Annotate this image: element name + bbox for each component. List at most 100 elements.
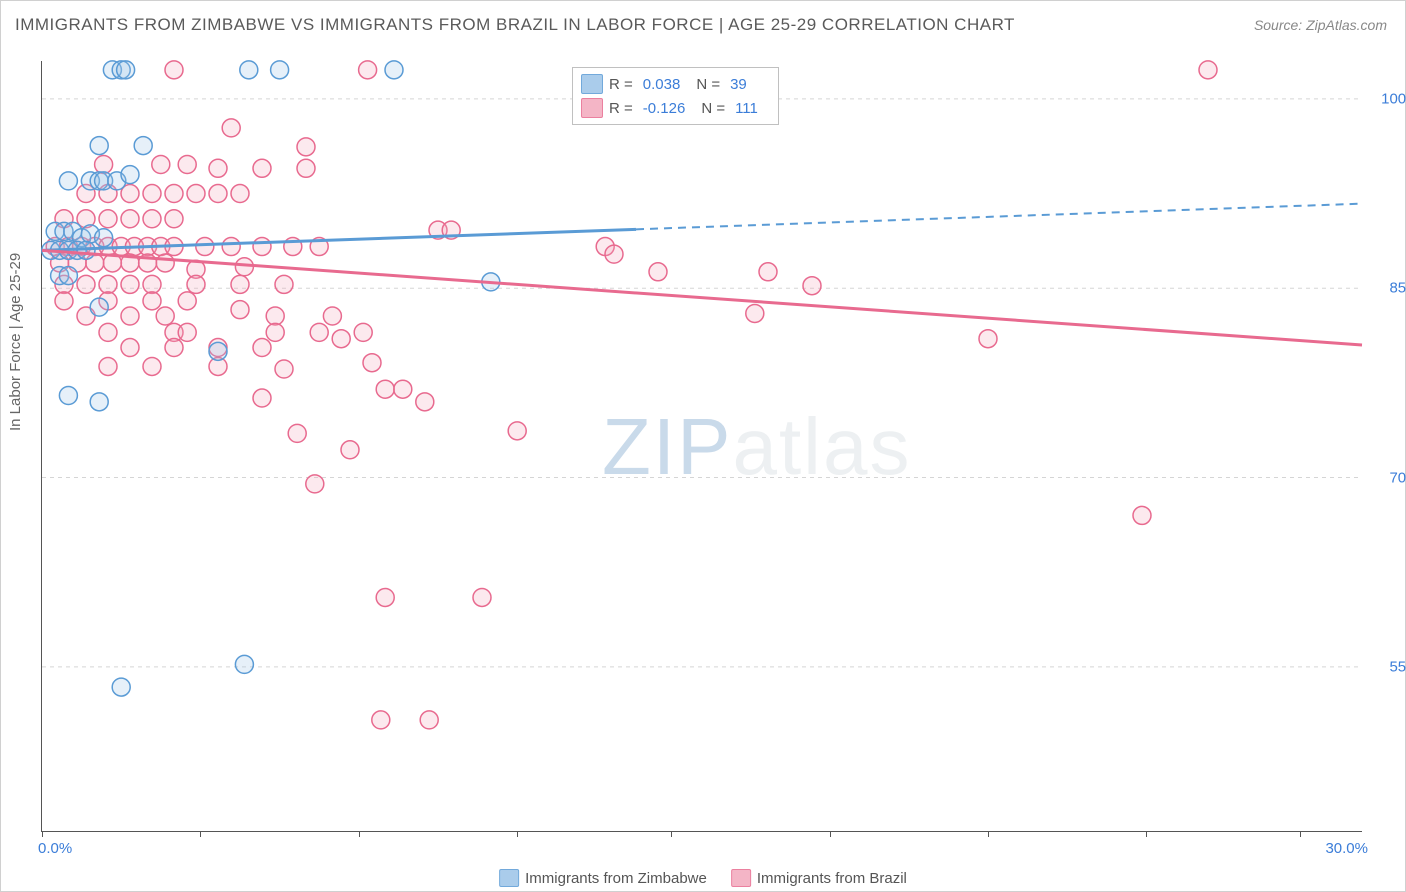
bottom-series-legend: Immigrants from Zimbabwe Immigrants from…	[499, 869, 907, 887]
x-tick	[830, 831, 831, 837]
legend-n-label: N =	[701, 100, 725, 117]
bottom-legend-item-zimbabwe: Immigrants from Zimbabwe	[499, 869, 707, 887]
data-point	[165, 185, 183, 203]
legend-r-label: R =	[609, 100, 633, 117]
data-point	[275, 360, 293, 378]
data-point	[95, 156, 113, 174]
x-axis-max-label: 30.0%	[1325, 840, 1368, 857]
trend-line	[42, 250, 1362, 345]
data-point	[605, 245, 623, 263]
data-point	[99, 210, 117, 228]
data-point	[979, 330, 997, 348]
plot-area: ZIPatlas R = 0.038 N = 39 R = -0.126 N =…	[41, 61, 1362, 832]
data-point	[420, 711, 438, 729]
data-point	[1199, 61, 1217, 79]
data-point	[59, 267, 77, 285]
data-point	[152, 156, 170, 174]
data-point	[297, 159, 315, 177]
chart-container: IMMIGRANTS FROM ZIMBABWE VS IMMIGRANTS F…	[0, 0, 1406, 892]
data-point	[253, 238, 271, 256]
x-tick	[1300, 831, 1301, 837]
data-point	[341, 441, 359, 459]
data-point	[121, 210, 139, 228]
y-tick-label: 100.0%	[1381, 90, 1406, 107]
x-axis-min-label: 0.0%	[38, 840, 72, 857]
data-point	[372, 711, 390, 729]
x-tick	[200, 831, 201, 837]
data-point	[1133, 506, 1151, 524]
trend-line-extrapolated	[636, 204, 1362, 230]
data-point	[77, 275, 95, 293]
x-tick	[988, 831, 989, 837]
x-tick	[42, 831, 43, 837]
legend-row-brazil: R = -0.126 N = 111	[581, 96, 768, 120]
data-point	[266, 307, 284, 325]
data-point	[59, 387, 77, 405]
data-point	[288, 424, 306, 442]
y-tick-label: 55.0%	[1389, 658, 1406, 675]
legend-n-value-zimbabwe: 39	[730, 76, 747, 93]
data-point	[143, 185, 161, 203]
data-point	[508, 422, 526, 440]
data-point	[59, 172, 77, 190]
data-point	[187, 275, 205, 293]
x-tick	[1146, 831, 1147, 837]
scatter-chart-svg	[42, 61, 1362, 831]
data-point	[117, 61, 135, 79]
chart-title: IMMIGRANTS FROM ZIMBABWE VS IMMIGRANTS F…	[15, 15, 1015, 35]
legend-n-value-brazil: 111	[735, 100, 758, 117]
y-tick-label: 85.0%	[1389, 280, 1406, 297]
data-point	[253, 339, 271, 357]
legend-r-value-brazil: -0.126	[643, 100, 686, 117]
data-point	[165, 61, 183, 79]
data-point	[231, 275, 249, 293]
data-point	[143, 210, 161, 228]
data-point	[253, 389, 271, 407]
data-point	[178, 292, 196, 310]
data-point	[209, 342, 227, 360]
data-point	[376, 588, 394, 606]
data-point	[134, 137, 152, 155]
data-point	[99, 357, 117, 375]
bottom-swatch-brazil	[731, 869, 751, 887]
data-point	[99, 323, 117, 341]
data-point	[196, 238, 214, 256]
bottom-legend-item-brazil: Immigrants from Brazil	[731, 869, 907, 887]
data-point	[121, 307, 139, 325]
data-point	[394, 380, 412, 398]
legend-n-label: N =	[696, 76, 720, 93]
data-point	[271, 61, 289, 79]
data-point	[121, 339, 139, 357]
data-point	[231, 301, 249, 319]
data-point	[376, 380, 394, 398]
data-point	[121, 275, 139, 293]
data-point	[222, 119, 240, 137]
data-point	[90, 137, 108, 155]
data-point	[90, 298, 108, 316]
data-point	[803, 277, 821, 295]
y-tick-label: 70.0%	[1389, 469, 1406, 486]
data-point	[165, 339, 183, 357]
legend-r-value-zimbabwe: 0.038	[643, 76, 681, 93]
data-point	[90, 393, 108, 411]
data-point	[332, 330, 350, 348]
bottom-legend-label-brazil: Immigrants from Brazil	[757, 870, 907, 887]
data-point	[235, 655, 253, 673]
data-point	[209, 185, 227, 203]
data-point	[363, 354, 381, 372]
data-point	[759, 263, 777, 281]
data-point	[95, 229, 113, 247]
data-point	[99, 275, 117, 293]
data-point	[209, 159, 227, 177]
data-point	[143, 275, 161, 293]
data-point	[156, 307, 174, 325]
bottom-swatch-zimbabwe	[499, 869, 519, 887]
data-point	[354, 323, 372, 341]
data-point	[385, 61, 403, 79]
data-point	[266, 323, 284, 341]
x-tick	[517, 831, 518, 837]
x-tick	[359, 831, 360, 837]
data-point	[143, 357, 161, 375]
data-point	[187, 185, 205, 203]
data-point	[55, 292, 73, 310]
